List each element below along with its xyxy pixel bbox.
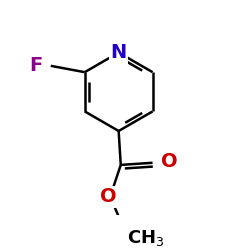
Text: N: N (110, 43, 127, 62)
Text: O: O (100, 187, 116, 206)
Text: F: F (29, 56, 42, 75)
Text: O: O (161, 152, 178, 171)
Text: CH$_3$: CH$_3$ (127, 228, 164, 248)
